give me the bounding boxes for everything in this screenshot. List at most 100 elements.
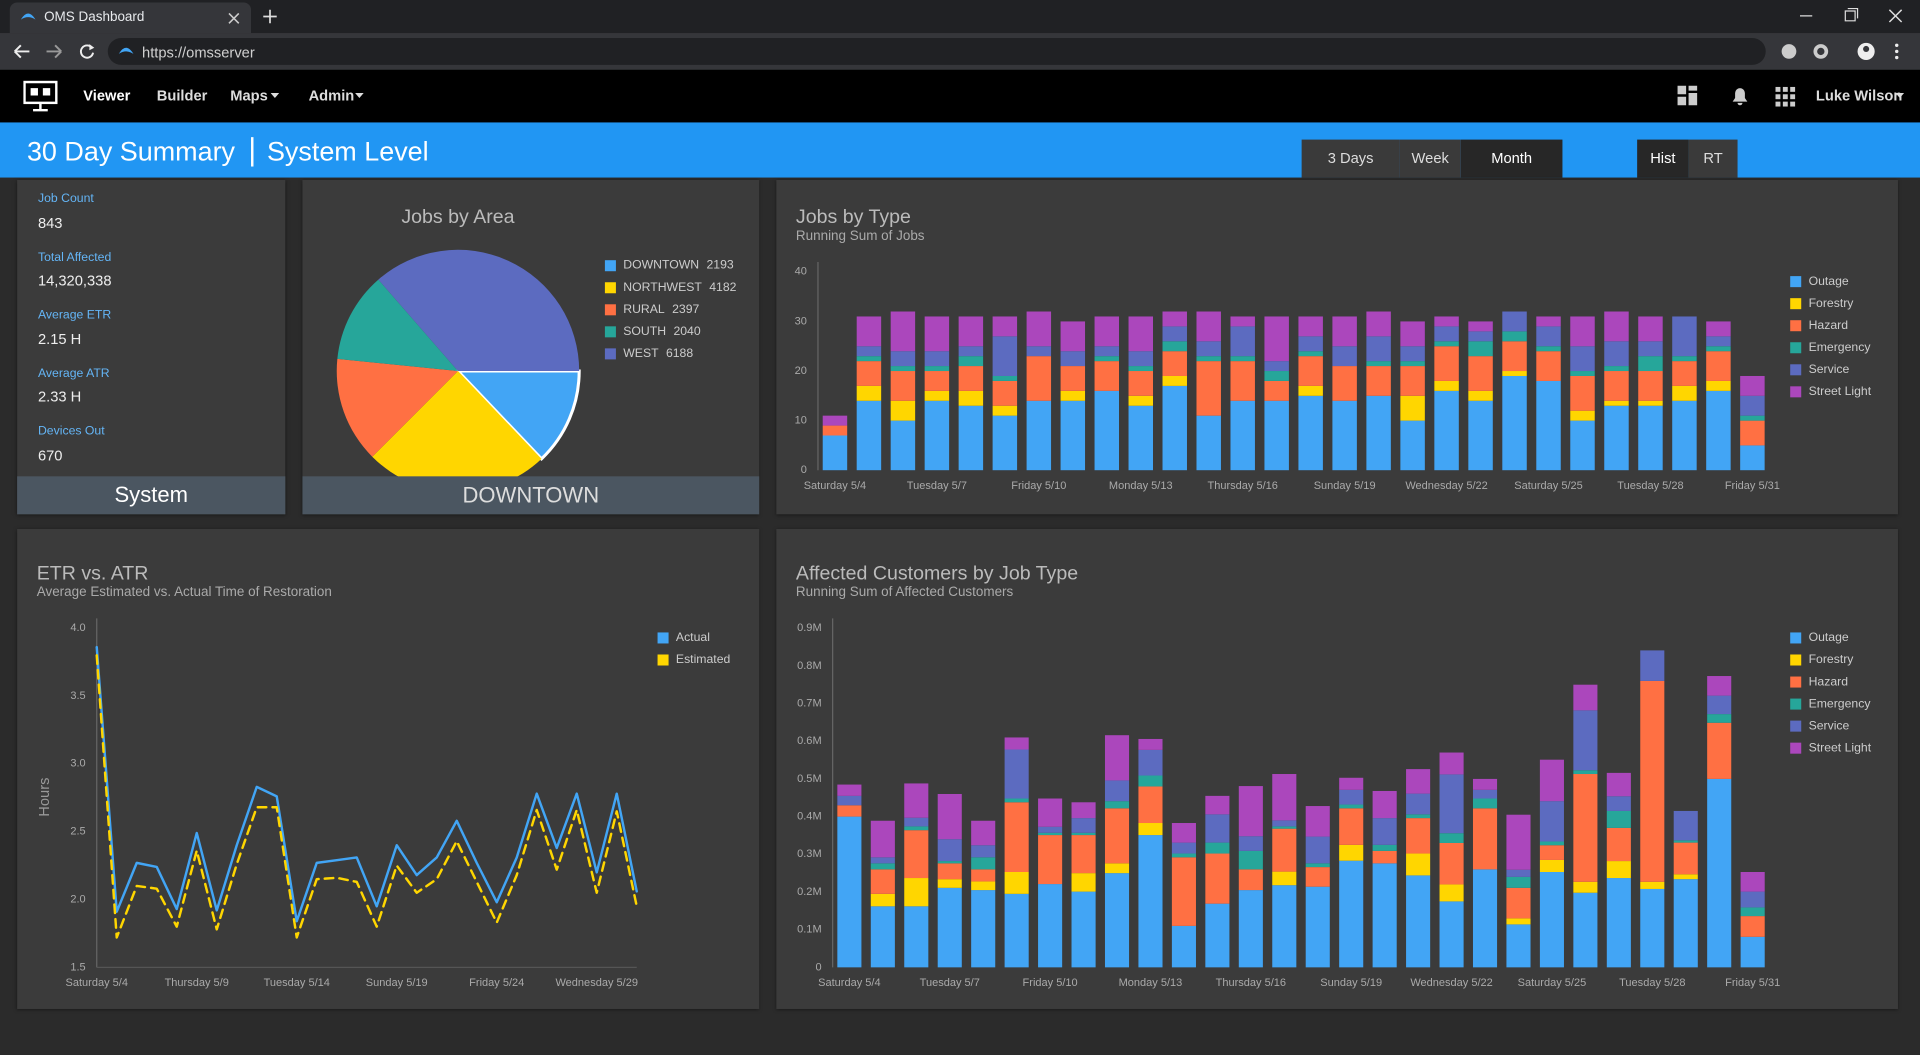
bar-segment	[1026, 400, 1052, 471]
mode-button[interactable]: RT	[1688, 139, 1738, 178]
bar-segment	[1305, 806, 1330, 837]
bar-segment	[1238, 869, 1263, 891]
pie-slice[interactable]	[337, 279, 458, 372]
browser-icons[interactable]	[1778, 40, 1913, 62]
range-button[interactable]: Month	[1460, 139, 1563, 178]
bar-segment	[1406, 793, 1431, 815]
bar-segment	[1332, 346, 1357, 367]
bar-segment	[1604, 311, 1629, 342]
legend-label: Estimated	[676, 652, 731, 666]
bar-segment	[971, 820, 996, 846]
bar-segment	[1038, 835, 1063, 885]
browser-tab[interactable]: OMS Dashboard	[9, 2, 252, 34]
bar-segment	[1707, 714, 1732, 723]
bar-segment	[1138, 749, 1163, 776]
bar-segment	[1305, 867, 1330, 887]
stat-label: Average ETR	[37, 308, 112, 323]
bar-segment	[1502, 311, 1527, 332]
pie-slice[interactable]	[372, 371, 542, 493]
y-tick-label: 0.8M	[797, 660, 822, 672]
bar-segment	[924, 400, 950, 471]
bar-segment	[1506, 876, 1531, 888]
chart-title: Jobs by Area	[401, 206, 514, 228]
legend-swatch	[657, 632, 669, 644]
bar-segment	[1038, 826, 1063, 833]
y-tick-label: 0.6M	[797, 735, 822, 747]
browser-nav-buttons[interactable]	[10, 40, 98, 62]
nav-icons[interactable]	[1675, 83, 1797, 107]
legend-swatch	[1790, 632, 1802, 644]
mode-button[interactable]: Hist	[1637, 139, 1689, 178]
chart-subtitle: Running Sum of Affected Customers	[796, 584, 1014, 599]
bar-segment	[837, 816, 862, 968]
bar-segment	[1573, 881, 1598, 893]
bar-segment	[1570, 420, 1595, 471]
bar-segment	[1672, 400, 1697, 471]
tab-close[interactable]	[228, 12, 240, 24]
bar-segment	[1238, 890, 1263, 968]
pie-slice[interactable]	[454, 369, 581, 462]
stat-value: 2.33 H	[37, 388, 82, 406]
bar-segment	[924, 351, 950, 367]
bar-segment	[1400, 366, 1425, 396]
bar-segment	[1366, 336, 1391, 362]
caret	[355, 93, 364, 98]
bar-segment	[1400, 395, 1425, 421]
x-tick-label: Tuesday 5/28	[1617, 480, 1683, 492]
bar-segment	[1740, 936, 1765, 968]
bar-segment	[904, 817, 929, 827]
app-logo[interactable]	[23, 80, 58, 113]
bar-segment	[1332, 366, 1357, 401]
bar-segment	[1305, 836, 1330, 864]
legend-entry: DOWNTOWN 2193	[623, 258, 734, 272]
bar-segment	[1138, 823, 1163, 836]
chart-subtitle: Running Sum of Jobs	[796, 228, 925, 243]
pie-slice[interactable]	[336, 358, 458, 457]
bar-segment	[1305, 886, 1330, 968]
bar-segment	[1298, 385, 1323, 396]
page-subtitle: System Level	[266, 135, 429, 167]
legend-label: Street Light	[1809, 740, 1872, 754]
bar-segment	[1706, 351, 1731, 381]
nav-item[interactable]: Admin	[308, 86, 355, 105]
nav-item[interactable]: Maps	[230, 86, 268, 105]
range-button[interactable]: 3 Days	[1301, 139, 1400, 178]
bar-segment	[971, 869, 996, 882]
user-menu[interactable]: Luke Wilson	[1815, 86, 1903, 105]
bar-segment	[1673, 879, 1698, 968]
bar-segment	[1502, 375, 1527, 471]
bar-segment	[1673, 874, 1698, 880]
range-button[interactable]: Week	[1399, 139, 1461, 178]
bar-segment	[1434, 316, 1459, 327]
bar-segment	[1573, 774, 1598, 882]
bar-segment	[1638, 400, 1663, 406]
bar-segment	[1205, 795, 1230, 815]
bar-segment	[1640, 888, 1665, 968]
bar-segment	[1502, 371, 1527, 376]
bar-segment	[1366, 366, 1391, 396]
bar-segment	[1298, 316, 1323, 337]
legend-label: Hazard	[1809, 674, 1849, 688]
pie-slice[interactable]	[378, 249, 580, 372]
bar-segment	[958, 356, 984, 367]
pie-footer	[302, 476, 760, 515]
bar-segment	[937, 793, 962, 840]
bar-segment	[822, 435, 848, 471]
bar-segment	[1171, 853, 1196, 858]
address-bar[interactable]: https://omsserver	[107, 37, 1766, 65]
stat-value: 14,320,338	[37, 271, 112, 289]
bar-segment	[1740, 891, 1765, 908]
app-nav: Viewer Builder Maps Admin Luke Wilson	[0, 69, 1920, 123]
new-tab[interactable]	[262, 9, 278, 25]
window-controls[interactable]	[1788, 5, 1910, 27]
bar-segment	[1004, 871, 1029, 894]
bar-segment	[1606, 827, 1631, 862]
bar-segment	[1606, 772, 1631, 797]
bar-segment	[890, 420, 916, 471]
nav-item[interactable]: Builder	[156, 86, 208, 105]
legend-label: Forestry	[1809, 296, 1855, 310]
bar-segment	[1094, 361, 1120, 391]
legend-value: 4182	[709, 280, 736, 294]
nav-item[interactable]: Viewer	[83, 86, 131, 105]
x-tick-label: Friday 5/10	[1023, 977, 1078, 989]
